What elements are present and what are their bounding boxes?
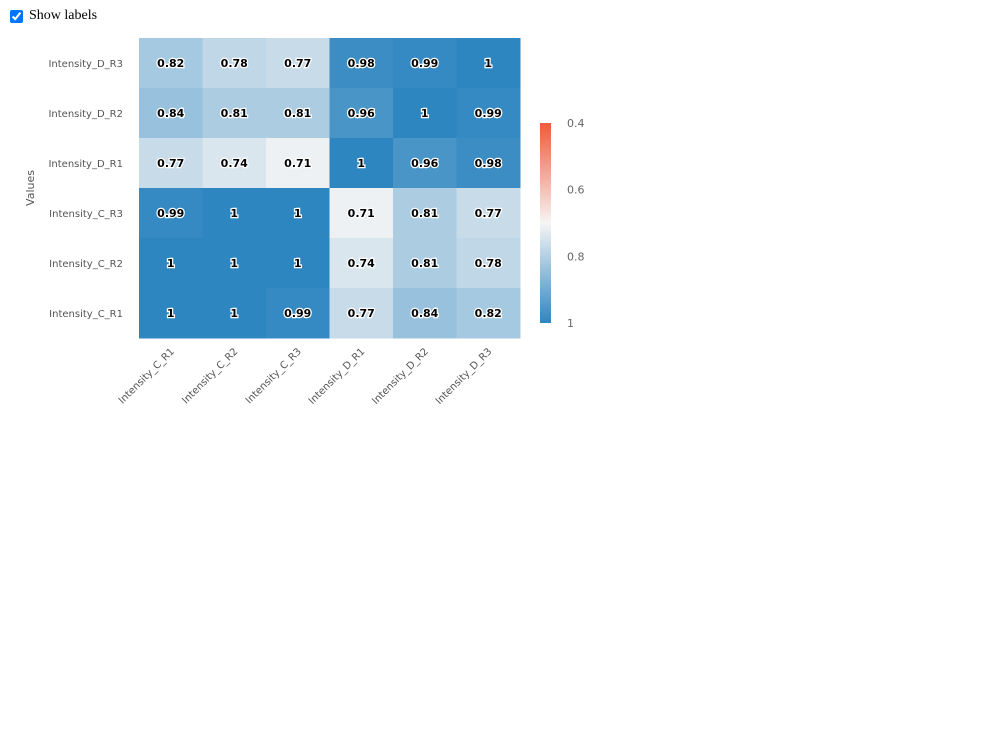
cell-value-label: 0.77 bbox=[348, 307, 375, 320]
heatmap-cell bbox=[202, 238, 267, 289]
heatmap-cell bbox=[393, 238, 457, 289]
cell-value-label: 0.99 bbox=[157, 207, 184, 220]
cell-value-label: 1 bbox=[294, 257, 302, 270]
heatmap-cell bbox=[329, 88, 394, 139]
cell-value-label: 0.81 bbox=[411, 257, 438, 270]
heatmap-cell bbox=[456, 138, 521, 189]
cell-value-label: 0.77 bbox=[284, 57, 311, 70]
heatmap-cell bbox=[202, 88, 267, 139]
heatmap-cell bbox=[266, 188, 330, 239]
heatmap-cell bbox=[329, 288, 394, 339]
cell-value-label: 1 bbox=[484, 57, 492, 70]
heatmap-cell bbox=[393, 138, 457, 189]
heatmap-cell bbox=[266, 38, 330, 89]
y-tick-label: Intensity_C_R1 bbox=[49, 309, 123, 320]
cell-value-label: 1 bbox=[421, 107, 429, 120]
cell-value-label: 0.78 bbox=[221, 57, 248, 70]
color-scale-tick-label: 1 bbox=[567, 317, 574, 330]
show-labels-toggle[interactable]: Show labels bbox=[10, 8, 97, 24]
heatmap-cell bbox=[329, 238, 394, 289]
cell-value-label: 0.98 bbox=[475, 157, 502, 170]
heatmap-cell bbox=[202, 188, 267, 239]
cell-value-label: 0.84 bbox=[157, 107, 184, 120]
cell-value-label: 1 bbox=[167, 307, 175, 320]
x-tick-label: Intensity_D_R2 bbox=[370, 346, 430, 406]
heatmap-cell bbox=[266, 138, 330, 189]
cell-value-label: 0.78 bbox=[475, 257, 502, 270]
cell-value-label: 0.81 bbox=[284, 107, 311, 120]
cell-value-label: 0.99 bbox=[475, 107, 502, 120]
cell-value-label: 1 bbox=[357, 157, 365, 170]
show-labels-label: Show labels bbox=[29, 8, 98, 23]
show-labels-checkbox[interactable] bbox=[10, 9, 23, 23]
cell-value-label: 0.99 bbox=[411, 57, 438, 70]
heatmap-cell bbox=[393, 288, 457, 339]
cell-value-label: 0.74 bbox=[348, 257, 375, 270]
heatmap-cell bbox=[139, 238, 203, 289]
cell-value-label: 0.74 bbox=[221, 157, 248, 170]
cell-value-label: 1 bbox=[167, 257, 175, 270]
heatmap-cell bbox=[393, 88, 457, 139]
y-tick-label: Intensity_D_R3 bbox=[48, 59, 123, 70]
heatmap-cell bbox=[329, 138, 394, 189]
x-tick-label: Intensity_D_R1 bbox=[307, 346, 367, 406]
heatmap-cell bbox=[393, 38, 457, 89]
cell-value-label: 1 bbox=[230, 207, 238, 220]
heatmap-cell bbox=[139, 38, 203, 89]
y-axis-title: Values bbox=[24, 170, 37, 206]
heatmap-cell bbox=[329, 188, 394, 239]
cell-value-label: 0.99 bbox=[284, 307, 311, 320]
color-scale-tick-label: 0.4 bbox=[567, 117, 585, 130]
cell-value-label: 0.82 bbox=[157, 57, 184, 70]
heatmap-cell bbox=[266, 238, 330, 289]
cell-value-label: 0.98 bbox=[348, 57, 375, 70]
heatmap-cell bbox=[329, 38, 394, 89]
heatmap-cell bbox=[202, 138, 267, 189]
cell-value-label: 1 bbox=[230, 307, 238, 320]
x-tick-label: Intensity_C_R3 bbox=[244, 346, 304, 406]
cell-value-label: 0.81 bbox=[411, 207, 438, 220]
cell-value-label: 0.84 bbox=[411, 307, 438, 320]
y-tick-label: Intensity_D_R2 bbox=[48, 109, 123, 120]
cell-value-label: 0.77 bbox=[475, 207, 502, 220]
color-scale-bar bbox=[540, 123, 551, 323]
cell-value-label: 1 bbox=[294, 207, 302, 220]
cell-value-label: 0.71 bbox=[284, 157, 311, 170]
heatmap-cell bbox=[456, 288, 521, 339]
cell-value-label: 0.96 bbox=[348, 107, 375, 120]
color-scale-tick-label: 0.8 bbox=[567, 250, 585, 263]
cell-value-label: 0.71 bbox=[348, 207, 375, 220]
heatmap-cell bbox=[456, 88, 521, 139]
x-tick-label: Intensity_C_R1 bbox=[117, 346, 177, 406]
heatmap-cell bbox=[456, 188, 521, 239]
cell-value-label: 0.81 bbox=[221, 107, 248, 120]
heatmap-cell bbox=[202, 38, 267, 89]
y-tick-label: Intensity_D_R1 bbox=[48, 159, 123, 170]
heatmap-cell bbox=[456, 38, 521, 89]
heatmap-cell bbox=[139, 188, 203, 239]
heatmap-cell bbox=[393, 188, 457, 239]
x-tick-label: Intensity_D_R3 bbox=[434, 346, 494, 406]
cell-value-label: 0.77 bbox=[157, 157, 184, 170]
cell-value-label: 0.82 bbox=[475, 307, 502, 320]
x-tick-label: Intensity_C_R2 bbox=[180, 346, 240, 406]
y-tick-label: Intensity_C_R3 bbox=[49, 209, 123, 220]
heatmap-cell bbox=[202, 288, 267, 339]
heatmap-cell bbox=[266, 288, 330, 339]
heatmap-cell bbox=[266, 88, 330, 139]
color-scale-tick-label: 0.6 bbox=[567, 184, 585, 197]
cell-value-label: 0.96 bbox=[411, 157, 438, 170]
cell-value-label: 1 bbox=[230, 257, 238, 270]
y-tick-label: Intensity_C_R2 bbox=[49, 259, 123, 270]
heatmap-cell bbox=[139, 138, 203, 189]
heatmap-cell bbox=[456, 238, 521, 289]
heatmap-cell bbox=[139, 288, 203, 339]
heatmap-cell bbox=[139, 88, 203, 139]
